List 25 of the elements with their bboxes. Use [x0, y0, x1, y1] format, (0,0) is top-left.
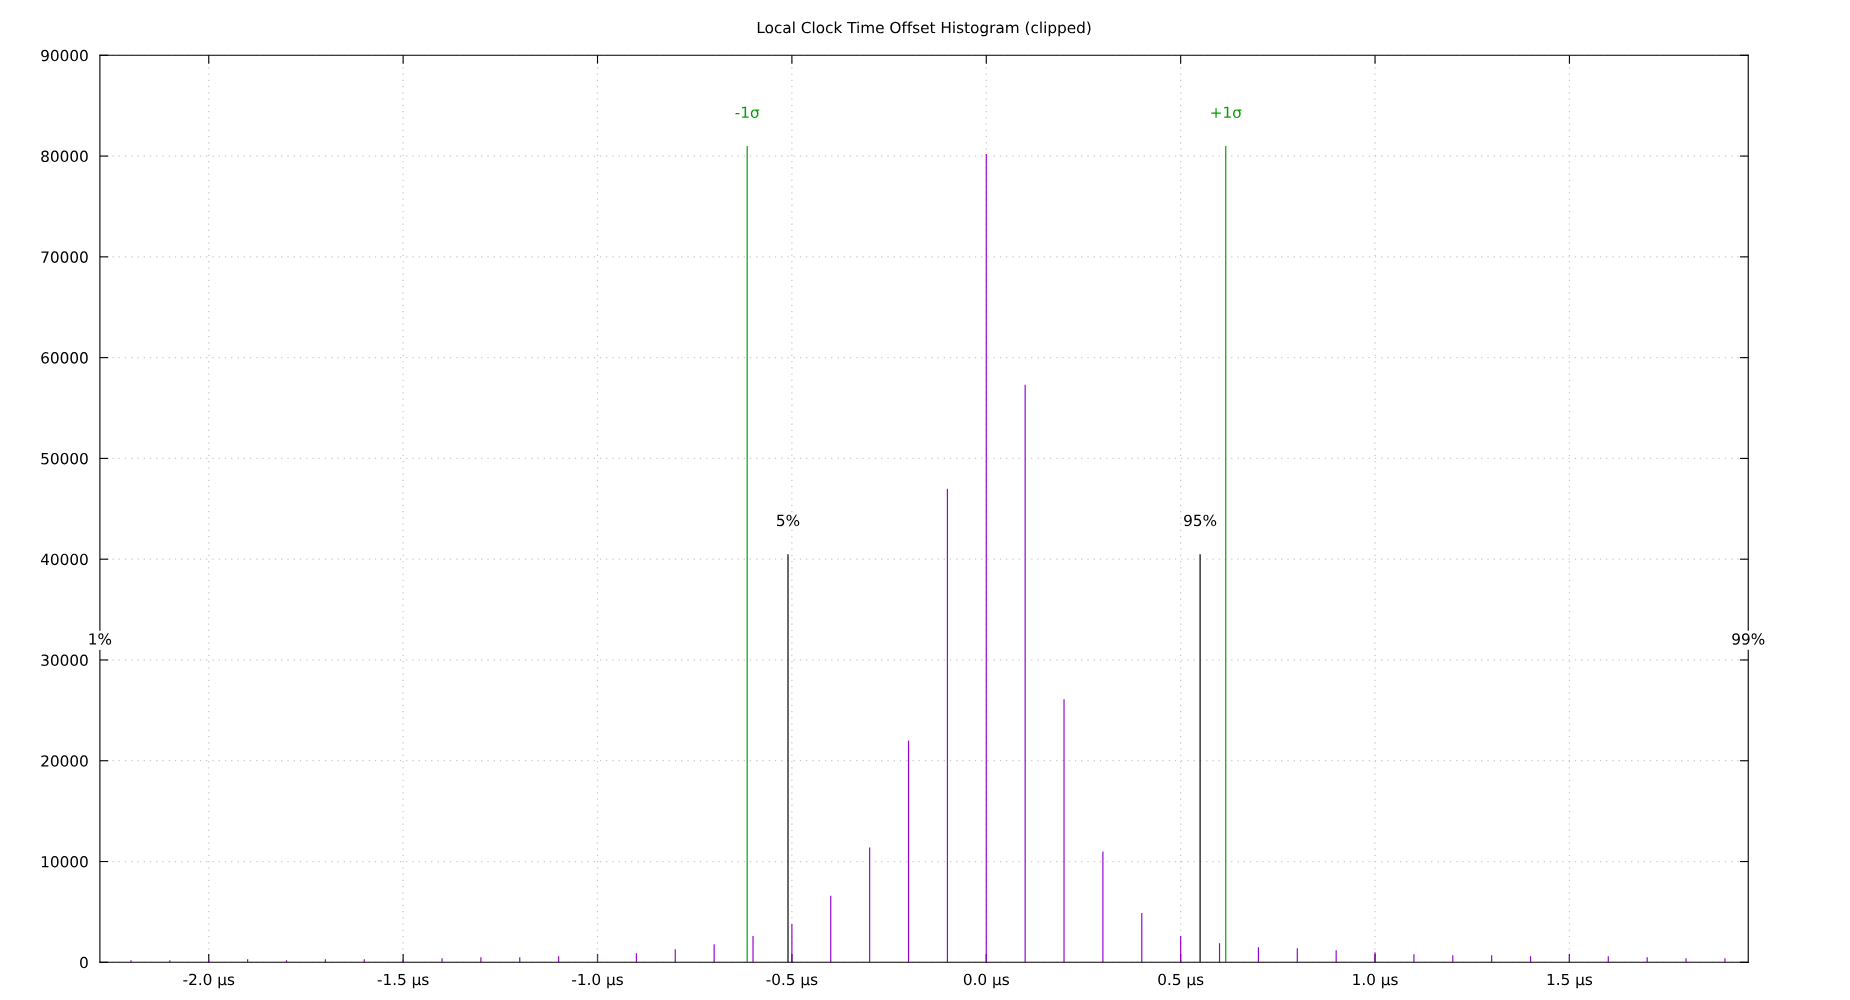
y-tick-label: 80000 — [41, 150, 88, 163]
annotation: 1% — [89, 633, 112, 645]
x-tick-label: -1.5 μs — [377, 973, 429, 989]
annotation: 5% — [777, 514, 800, 527]
chart-title: Local Clock Time Offset Histogram (clipped) — [757, 21, 1091, 37]
x-tick-label: 1.0 μs — [1353, 973, 1398, 989]
y-tick-label: 90000 — [41, 49, 88, 62]
y-tick-label: 50000 — [41, 452, 88, 465]
x-tick-label: 0.5 μs — [1158, 973, 1204, 989]
x-tick-label: -0.5 μs — [766, 973, 818, 989]
x-tick-label: -1.0 μs — [572, 973, 623, 989]
y-tick-label: 40000 — [40, 553, 88, 566]
y-tick-label: 10000 — [41, 855, 88, 868]
x-tick-label: 0.0 μs — [963, 973, 1009, 989]
annotation: 95% — [1184, 514, 1217, 527]
y-tick-label: 30000 — [41, 654, 88, 666]
annotation: -1σ — [735, 106, 760, 119]
y-tick-label: 20000 — [41, 755, 88, 767]
y-tick-label: 0 — [80, 956, 88, 969]
annotation: 99% — [1732, 633, 1765, 645]
x-tick-label: -2.0 μs — [183, 973, 235, 989]
annotation: +1σ — [1211, 106, 1242, 119]
y-tick-label: 60000 — [41, 352, 88, 364]
x-tick-label: 1.5 μs — [1547, 973, 1593, 989]
y-tick-label: 70000 — [41, 251, 88, 263]
